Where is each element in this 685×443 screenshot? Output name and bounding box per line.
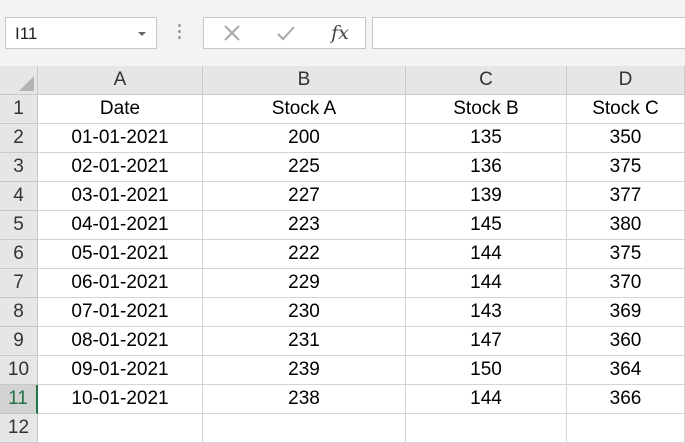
cell-b8[interactable]: 230 [203, 298, 406, 327]
cell-c2[interactable]: 135 [406, 124, 567, 153]
cell-a1[interactable]: Date [38, 95, 203, 124]
cell-c3[interactable]: 136 [406, 153, 567, 182]
formula-input[interactable] [372, 17, 685, 49]
cell-b12[interactable] [203, 414, 406, 443]
cell-a5[interactable]: 04-01-2021 [38, 211, 203, 240]
enter-button[interactable] [266, 18, 306, 48]
row-header-10[interactable]: 10 [0, 356, 38, 385]
cell-a3[interactable]: 02-01-2021 [38, 153, 203, 182]
row-header-7[interactable]: 7 [0, 269, 38, 298]
row-header-4[interactable]: 4 [0, 182, 38, 211]
cell-d8[interactable]: 369 [567, 298, 685, 327]
cell-d11[interactable]: 366 [567, 385, 685, 414]
cell-a2[interactable]: 01-01-2021 [38, 124, 203, 153]
cell-b10[interactable]: 239 [203, 356, 406, 385]
row-header-8[interactable]: 8 [0, 298, 38, 327]
cell-c9[interactable]: 147 [406, 327, 567, 356]
spreadsheet-grid: A B C D 1 2 3 4 5 6 7 8 9 10 11 12 Date Stock A Stock B Sto… [0, 66, 685, 443]
cell-d6[interactable]: 375 [567, 240, 685, 269]
name-box[interactable]: I11 [5, 17, 157, 49]
cell-b1[interactable]: Stock A [203, 95, 406, 124]
cell-b6[interactable]: 222 [203, 240, 406, 269]
cell-b11[interactable]: 238 [203, 385, 406, 414]
cell-a7[interactable]: 06-01-2021 [38, 269, 203, 298]
cell-d5[interactable]: 380 [567, 211, 685, 240]
cell-c5[interactable]: 145 [406, 211, 567, 240]
cell-d4[interactable]: 377 [567, 182, 685, 211]
cell-d1[interactable]: Stock C [567, 95, 685, 124]
column-header-a[interactable]: A [38, 66, 203, 95]
cell-c7[interactable]: 144 [406, 269, 567, 298]
cell-b4[interactable]: 227 [203, 182, 406, 211]
select-all-icon [19, 76, 34, 91]
cell-c11[interactable]: 144 [406, 385, 567, 414]
x-icon [224, 25, 240, 41]
column-header-d[interactable]: D [567, 66, 685, 95]
cell-a6[interactable]: 05-01-2021 [38, 240, 203, 269]
cell-a4[interactable]: 03-01-2021 [38, 182, 203, 211]
cell-d2[interactable]: 350 [567, 124, 685, 153]
cell-d12[interactable] [567, 414, 685, 443]
formula-buttons: fx [203, 17, 366, 49]
row-header-3[interactable]: 3 [0, 153, 38, 182]
cell-c6[interactable]: 144 [406, 240, 567, 269]
name-box-value: I11 [15, 24, 38, 43]
select-all-button[interactable] [0, 66, 38, 95]
check-icon [277, 26, 295, 41]
row-header-1[interactable]: 1 [0, 95, 38, 124]
chevron-down-icon[interactable] [138, 32, 146, 36]
fx-label: fx [331, 22, 349, 44]
insert-function-button[interactable]: fx [320, 18, 360, 48]
cell-a9[interactable]: 08-01-2021 [38, 327, 203, 356]
cell-a11[interactable]: 10-01-2021 [38, 385, 203, 414]
cell-d3[interactable]: 375 [567, 153, 685, 182]
cancel-button[interactable] [212, 18, 252, 48]
drag-handle-icon[interactable] [178, 24, 181, 41]
cell-b3[interactable]: 225 [203, 153, 406, 182]
cell-d10[interactable]: 364 [567, 356, 685, 385]
cell-c12[interactable] [406, 414, 567, 443]
row-header-5[interactable]: 5 [0, 211, 38, 240]
cell-a12[interactable] [38, 414, 203, 443]
cell-c4[interactable]: 139 [406, 182, 567, 211]
row-header-12[interactable]: 12 [0, 414, 38, 443]
column-header-b[interactable]: B [203, 66, 406, 95]
row-header-6[interactable]: 6 [0, 240, 38, 269]
cell-c10[interactable]: 150 [406, 356, 567, 385]
cell-b7[interactable]: 229 [203, 269, 406, 298]
row-header-2[interactable]: 2 [0, 124, 38, 153]
column-header-c[interactable]: C [406, 66, 567, 95]
cell-b2[interactable]: 200 [203, 124, 406, 153]
cell-a8[interactable]: 07-01-2021 [38, 298, 203, 327]
cell-c8[interactable]: 143 [406, 298, 567, 327]
cell-c1[interactable]: Stock B [406, 95, 567, 124]
formula-bar: I11 fx [0, 0, 685, 66]
row-header-11[interactable]: 11 [0, 385, 38, 414]
cell-d9[interactable]: 360 [567, 327, 685, 356]
row-header-9[interactable]: 9 [0, 327, 38, 356]
cell-b9[interactable]: 231 [203, 327, 406, 356]
cell-d7[interactable]: 370 [567, 269, 685, 298]
cell-a10[interactable]: 09-01-2021 [38, 356, 203, 385]
cell-b5[interactable]: 223 [203, 211, 406, 240]
